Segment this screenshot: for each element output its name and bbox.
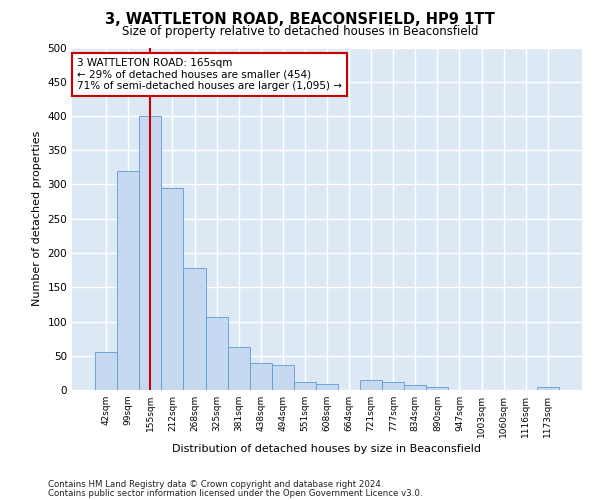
Y-axis label: Number of detached properties: Number of detached properties xyxy=(32,131,42,306)
Bar xyxy=(404,384,427,390)
Text: Contains public sector information licensed under the Open Government Licence v3: Contains public sector information licen… xyxy=(48,489,422,498)
Bar xyxy=(206,316,227,390)
X-axis label: Distribution of detached houses by size in Beaconsfield: Distribution of detached houses by size … xyxy=(173,444,482,454)
Text: Size of property relative to detached houses in Beaconsfield: Size of property relative to detached ho… xyxy=(122,25,478,38)
Bar xyxy=(316,384,338,390)
Bar xyxy=(95,352,117,390)
Bar xyxy=(427,388,448,390)
Bar xyxy=(184,268,206,390)
Bar xyxy=(139,116,161,390)
Bar xyxy=(227,347,250,390)
Bar xyxy=(250,362,272,390)
Text: Contains HM Land Registry data © Crown copyright and database right 2024.: Contains HM Land Registry data © Crown c… xyxy=(48,480,383,489)
Text: 3 WATTLETON ROAD: 165sqm
← 29% of detached houses are smaller (454)
71% of semi-: 3 WATTLETON ROAD: 165sqm ← 29% of detach… xyxy=(77,58,342,91)
Bar xyxy=(272,366,294,390)
Text: 3, WATTLETON ROAD, BEACONSFIELD, HP9 1TT: 3, WATTLETON ROAD, BEACONSFIELD, HP9 1TT xyxy=(105,12,495,28)
Bar xyxy=(360,380,382,390)
Bar xyxy=(161,188,184,390)
Bar xyxy=(117,171,139,390)
Bar xyxy=(537,388,559,390)
Bar xyxy=(294,382,316,390)
Bar xyxy=(382,382,404,390)
